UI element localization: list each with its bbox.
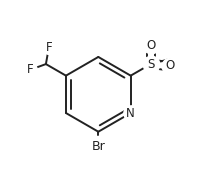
Text: S: S <box>147 57 154 71</box>
Text: Br: Br <box>91 140 105 153</box>
Text: O: O <box>146 39 155 52</box>
Text: N: N <box>126 106 135 120</box>
Text: F: F <box>27 63 33 76</box>
Text: F: F <box>45 41 52 54</box>
Text: O: O <box>165 59 174 72</box>
